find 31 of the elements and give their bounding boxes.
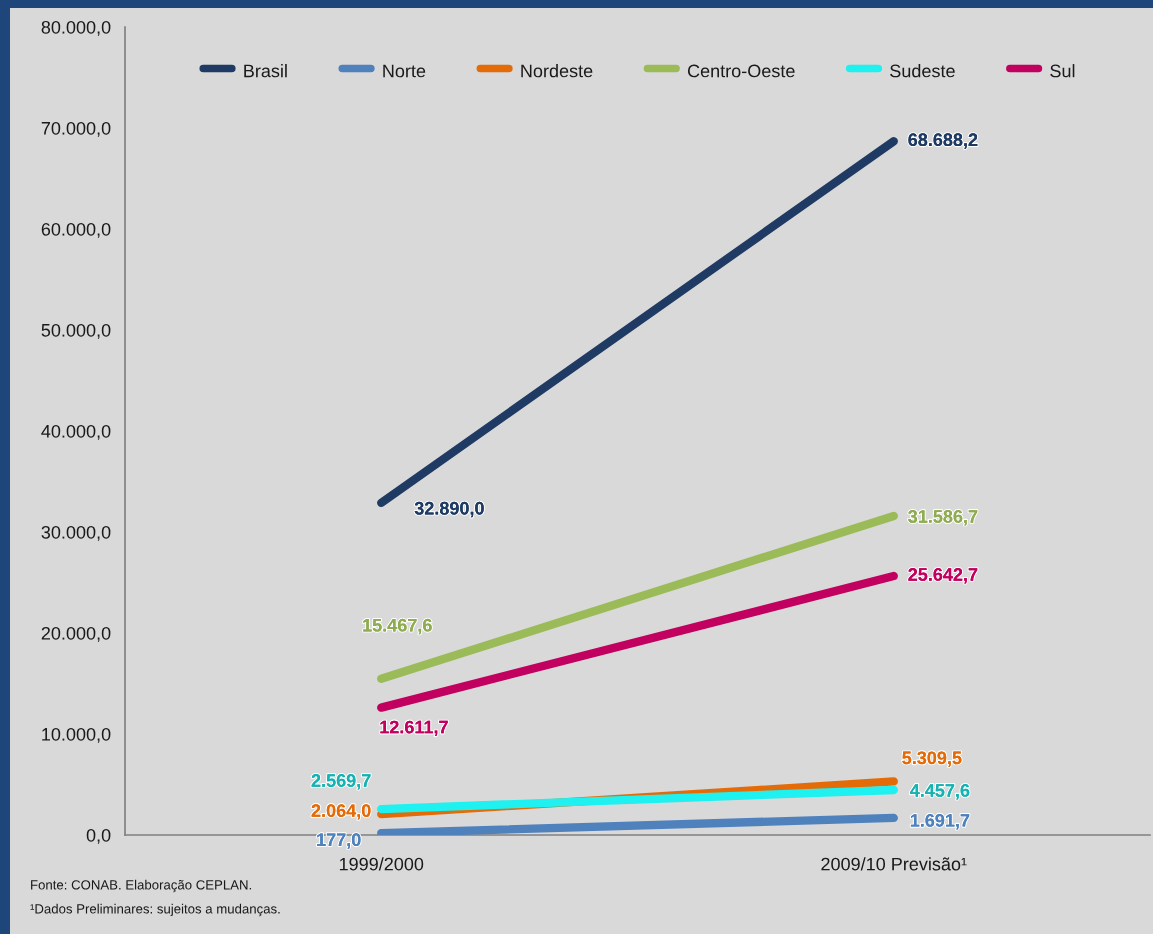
text: ¹Dados Preliminares: sujeitos a mudanças. (30, 903, 280, 917)
y-tick-label: 50.000,0 (41, 323, 111, 339)
y-tick-label: 60.000,0 (41, 222, 111, 238)
y-tick-label: 30.000,0 (41, 525, 111, 541)
data-label: 32.890,0 (414, 501, 484, 518)
legend-label: Norte (383, 64, 426, 78)
data-label: 25.642,7 (908, 568, 978, 584)
x-tick-label: 1999/2000 (339, 857, 424, 871)
data-label: 68.688,2 (908, 133, 978, 149)
legend-label: Sudeste (890, 64, 955, 78)
data-label: 1.691,7 (910, 813, 970, 830)
x-tick-label: 2009/10 Previsão¹ (821, 857, 967, 871)
data-label: 15.467,6 (363, 618, 432, 635)
legend-label: Sul (1050, 64, 1075, 78)
data-label: 5.309,5 (902, 751, 962, 767)
data-label: 12.611,7 (380, 720, 448, 737)
data-label: 2.064,0 (311, 804, 371, 820)
legend-label: Nordeste (521, 64, 593, 78)
data-label: 4.457,6 (910, 784, 970, 800)
y-tick-label: 70.000,0 (41, 121, 111, 137)
data-label: 177,0 (317, 833, 361, 849)
source-note: Fonte: CONAB. Elaboração CEPLAN. (31, 879, 251, 893)
y-tick-label: 80.000,0 (41, 20, 111, 36)
y-tick-label: 10.000,0 (42, 727, 111, 743)
legend-label: Centro-Oeste (687, 64, 795, 78)
legend-label: Brasil (244, 64, 287, 78)
data-label: 31.586,7 (908, 510, 978, 526)
y-tick-label: 0,0 (86, 828, 111, 844)
y-tick-label: 40.000,0 (41, 424, 111, 440)
y-tick-label: 20.000,0 (41, 626, 111, 642)
data-label: 2.569,7 (311, 774, 371, 790)
